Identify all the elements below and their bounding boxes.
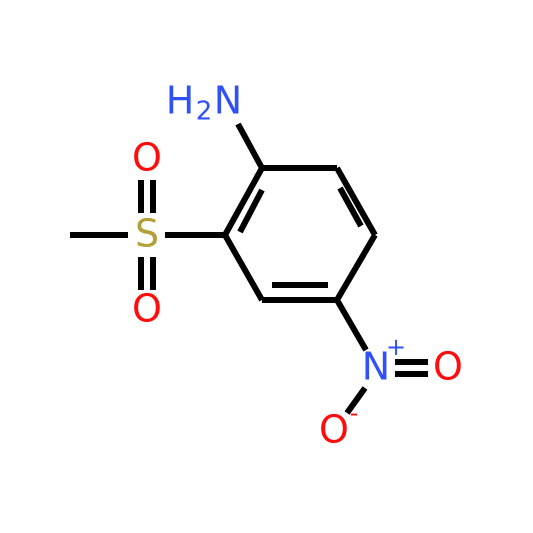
bond [337,186,364,228]
atom-label: N [214,79,242,123]
atom-label: O [433,345,463,389]
atom-label: O [132,287,162,331]
atom-label: O [132,136,162,180]
atom-label: H [166,79,195,123]
bond [344,386,368,415]
atom-label: S [135,212,159,256]
atom-charge: - [350,399,359,427]
atom-labels: H 2 N S O O N + O O - [132,79,463,452]
atom-charge: + [386,333,406,361]
bond [235,122,265,170]
bond [222,233,265,302]
bond [334,166,378,237]
atom-subscript: 2 [196,97,213,127]
atom-label: O [319,408,349,452]
atom-label: N [362,345,390,389]
bond [222,166,265,237]
bond [237,188,265,234]
bond [334,233,378,302]
bond [334,298,369,352]
bonds [70,122,428,415]
